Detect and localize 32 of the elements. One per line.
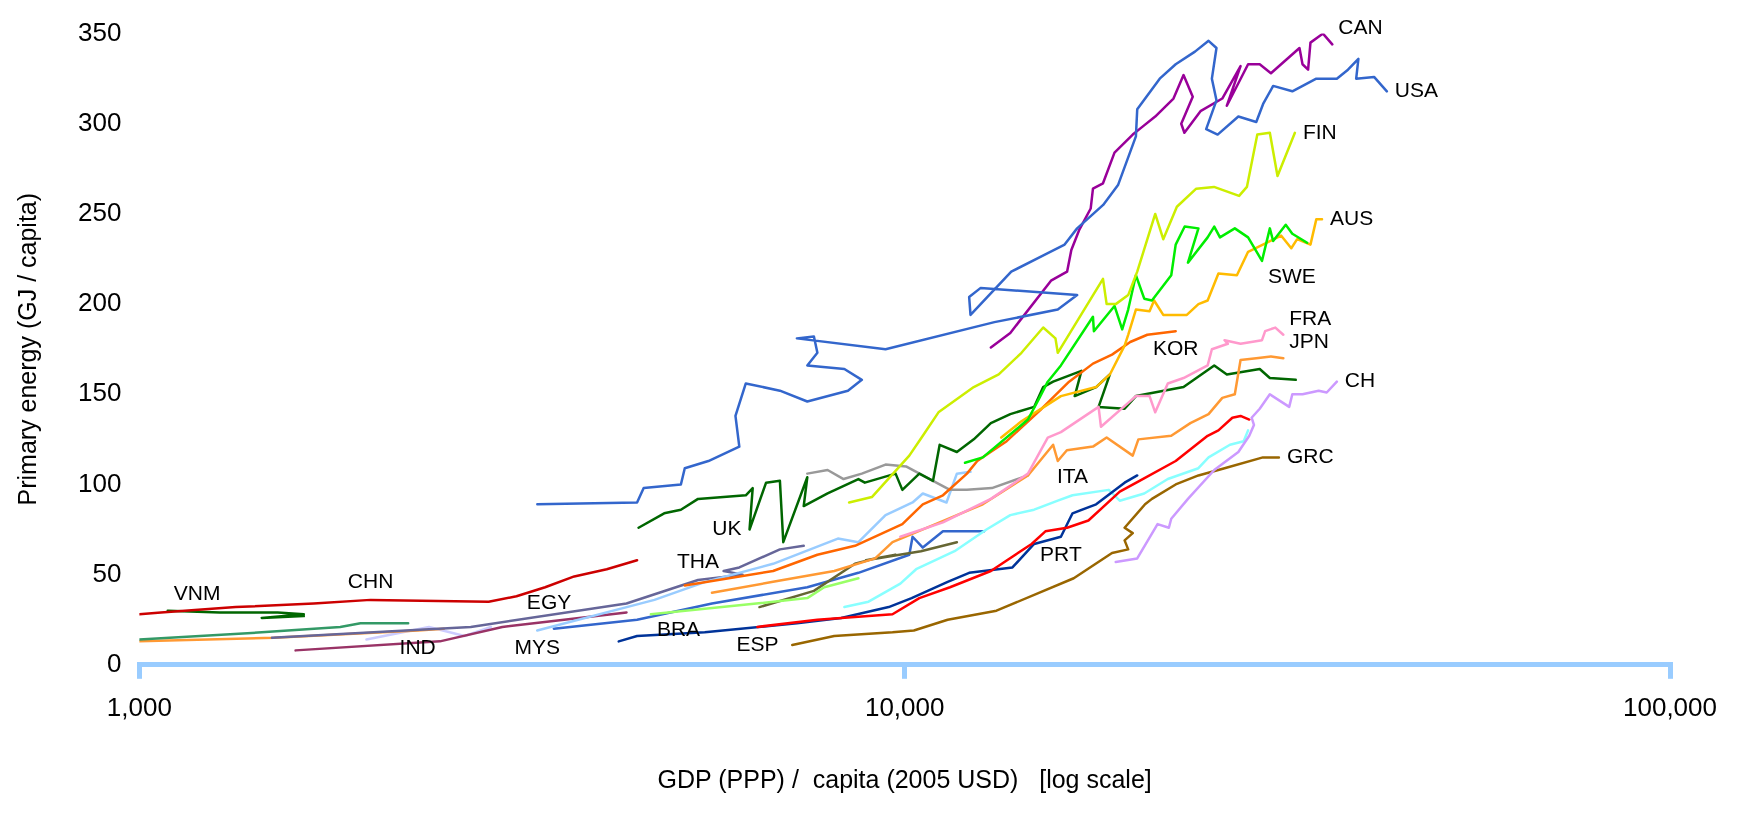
series-label: JPN [1289, 329, 1329, 353]
series-label: ESP [736, 631, 779, 655]
y-tick-label: 350 [77, 16, 122, 47]
y-tick-label: 300 [77, 106, 122, 137]
series-label: CAN [1338, 15, 1383, 39]
series-label: ITA [1056, 464, 1089, 488]
x-tick-label: 100,000 [1623, 691, 1717, 722]
series-label: AUS [1330, 206, 1374, 230]
series-label: FRA [1289, 305, 1332, 329]
series-label: FIN [1302, 119, 1337, 143]
series-label: CH [1344, 368, 1376, 392]
y-tick-label: 100 [77, 467, 122, 498]
y-tick-label: 150 [77, 377, 122, 408]
series-label: PRT [1040, 541, 1082, 565]
series-label: SWE [1267, 263, 1316, 287]
series-label: CHN [347, 568, 394, 592]
series-label: GRC [1286, 444, 1334, 468]
series-label: KOR [1152, 335, 1199, 359]
x-tick-label: 10,000 [864, 691, 945, 722]
series-label: VNM [173, 581, 221, 605]
y-axis-title: Primary energy (GJ / capita) [12, 192, 41, 506]
series-label: UK [712, 516, 742, 540]
series-label: MYS [514, 635, 560, 659]
y-tick-label: 250 [77, 197, 122, 228]
y-tick-label: 50 [92, 557, 122, 588]
series-label: USA [1394, 78, 1439, 102]
y-tick-label: 200 [77, 287, 122, 318]
x-axis-title: GDP (PPP) / capita (2005 USD) [log scale] [657, 764, 1152, 793]
x-tick-label: 1,000 [106, 691, 172, 722]
y-tick-label: 0 [106, 647, 122, 678]
series-label: THA [677, 548, 720, 572]
series-label: EGY [526, 590, 572, 614]
